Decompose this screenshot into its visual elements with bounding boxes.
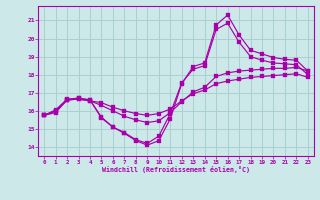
X-axis label: Windchill (Refroidissement éolien,°C): Windchill (Refroidissement éolien,°C)	[102, 166, 250, 173]
